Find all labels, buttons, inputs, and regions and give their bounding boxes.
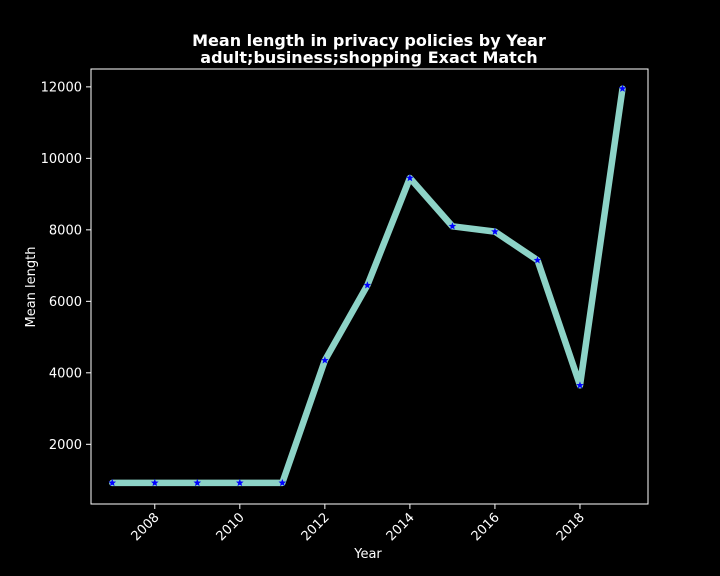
data-point (406, 174, 414, 182)
y-axis: 2000 4000 6000 8000 10000 12000 (41, 80, 91, 453)
y-axis-label: Mean length (24, 247, 39, 328)
x-axis: 2008 2010 2012 2014 2016 2018 (129, 504, 588, 544)
chart-title: Mean length in privacy policies by Year (192, 31, 546, 50)
y-tick-label: 2000 (49, 438, 82, 453)
data-point (278, 478, 287, 487)
x-tick-label: 2008 (129, 510, 163, 544)
y-tick-label: 10000 (41, 152, 82, 167)
data-point (533, 256, 542, 264)
y-tick-label: 6000 (49, 295, 82, 310)
chart-subtitle: adult;business;shopping Exact Match (200, 48, 537, 67)
y-tick-label: 4000 (49, 366, 82, 381)
plot-frame (90, 68, 649, 505)
x-axis-label: Year (353, 547, 382, 562)
y-tick-label: 12000 (41, 80, 82, 95)
y-tick-label: 8000 (49, 223, 82, 238)
data-point (193, 478, 202, 487)
x-tick-label: 2018 (554, 510, 588, 544)
x-tick-label: 2010 (214, 510, 248, 544)
data-point (363, 281, 372, 289)
data-point (321, 356, 329, 364)
series-line-group (108, 84, 627, 487)
data-point (236, 478, 244, 487)
x-tick-label: 2012 (299, 510, 333, 544)
data-point (618, 84, 627, 92)
data-point (108, 478, 117, 487)
x-tick-label: 2016 (469, 510, 503, 544)
x-tick-label: 2014 (384, 510, 418, 544)
data-point (491, 227, 499, 235)
data-point (150, 478, 159, 487)
data-point (576, 381, 584, 389)
data-point (448, 222, 457, 230)
